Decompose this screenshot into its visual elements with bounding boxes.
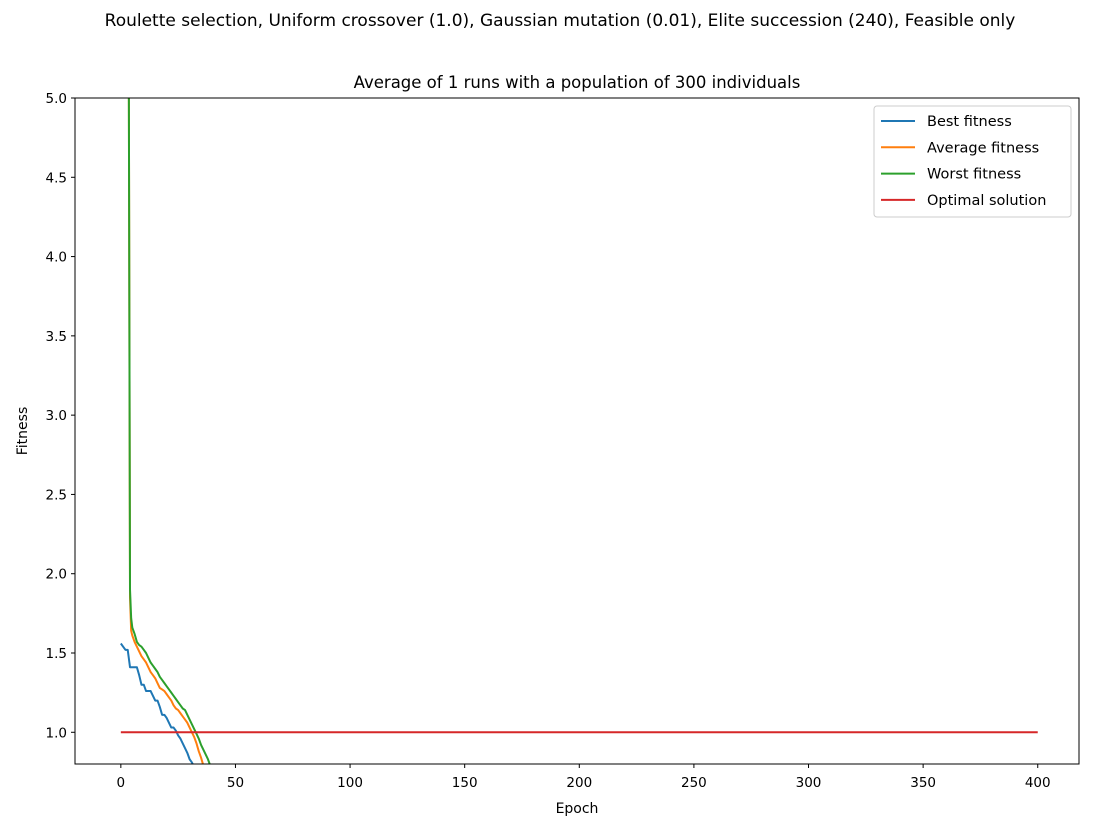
x-tick-label: 300 — [796, 775, 822, 791]
x-tick-label: 250 — [681, 775, 707, 791]
y-tick-label: 1.0 — [46, 725, 67, 741]
x-tick-label: 0 — [117, 775, 126, 791]
legend-label: Best fitness — [927, 114, 1012, 130]
y-tick-label: 2.5 — [46, 487, 67, 503]
legend: Best fitness Average fitness Worst fitness… — [873, 105, 1072, 218]
chart-title: Average of 1 runs with a population of 3… — [354, 73, 801, 92]
x-tick-label: 200 — [566, 775, 592, 791]
plot-frame — [74, 97, 1080, 765]
x-tick-label: 100 — [337, 775, 363, 791]
y-axis-label: Fitness — [15, 407, 31, 456]
y-tick-label: 3.0 — [46, 408, 67, 424]
x-tick-label: 350 — [910, 775, 936, 791]
y-tick-label: 3.5 — [46, 329, 67, 345]
legend-label: Worst fitness — [927, 167, 1021, 183]
x-axis-ticks: 0 50 100 150 200 250 300 350 400 — [117, 764, 1051, 791]
y-axis-ticks: 1.0 1.5 2.0 2.5 3.0 3.5 4.0 4.5 5.0 — [46, 91, 75, 741]
series-line-average-fitness — [127, 98, 204, 764]
legend-label: Optimal solution — [927, 193, 1046, 209]
y-tick-label: 4.0 — [46, 250, 67, 266]
x-tick-label: 50 — [227, 775, 244, 791]
x-tick-label: 400 — [1025, 775, 1051, 791]
legend-label: Average fitness — [927, 140, 1039, 156]
chart-suptitle: Roulette selection, Uniform crossover (1… — [105, 11, 1016, 31]
x-axis-label: Epoch — [556, 801, 599, 817]
legend-box — [873, 105, 1072, 218]
y-tick-label: 1.5 — [46, 646, 67, 662]
y-tick-label: 4.5 — [46, 170, 67, 186]
y-tick-label: 5.0 — [46, 91, 67, 107]
x-tick-label: 150 — [452, 775, 478, 791]
y-tick-label: 2.0 — [46, 567, 67, 583]
series-layer — [120, 98, 1038, 764]
series-line-best-fitness — [120, 642, 194, 764]
